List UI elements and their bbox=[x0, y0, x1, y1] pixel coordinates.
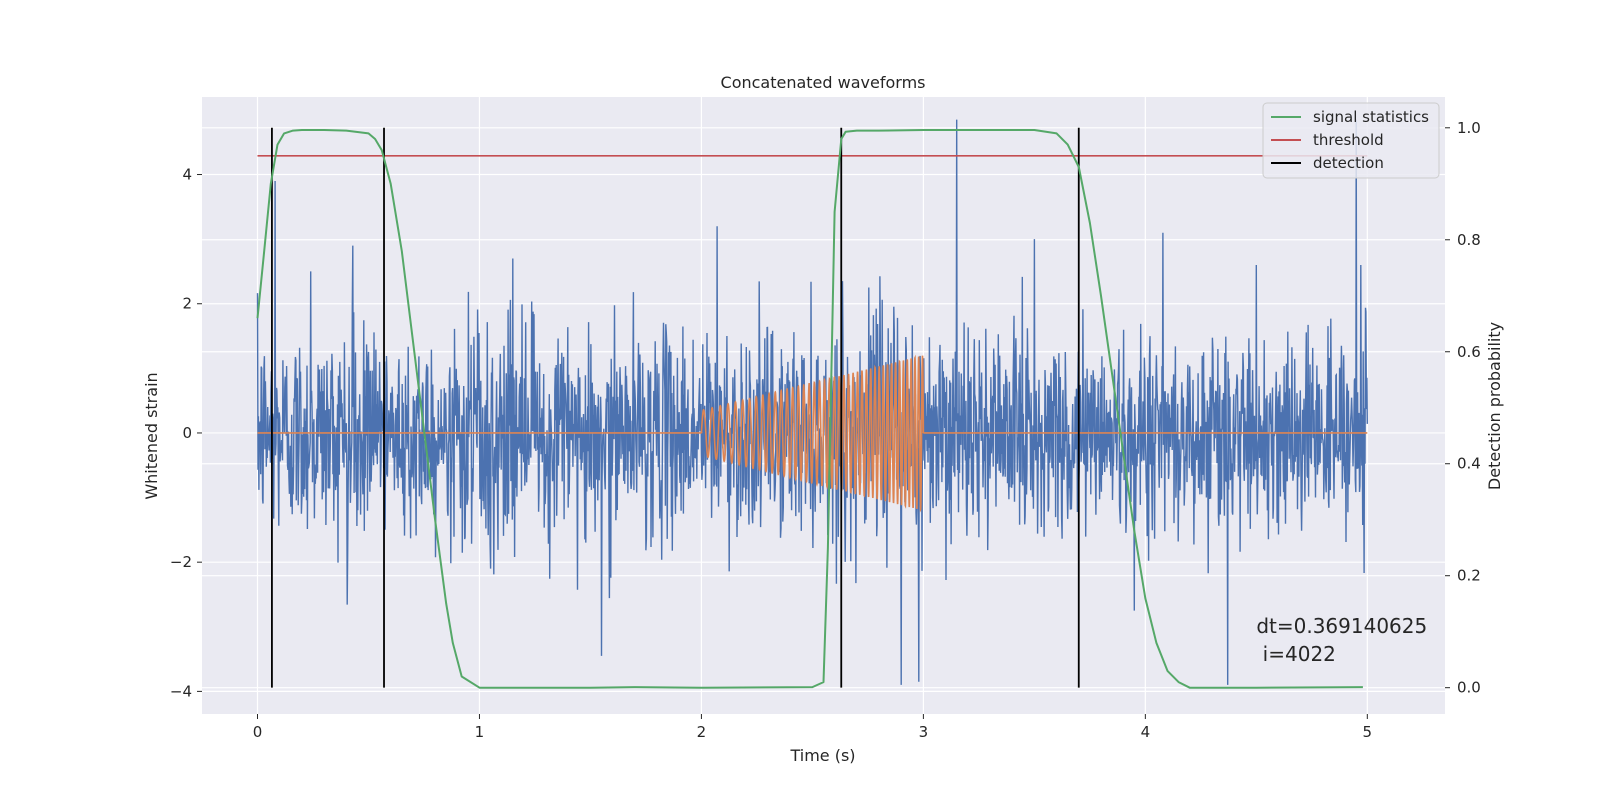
x-tick-label: 5 bbox=[1363, 723, 1373, 741]
y2-tick-label: 0.6 bbox=[1457, 343, 1481, 361]
y2-tick-label: 0.4 bbox=[1457, 455, 1481, 473]
series-chirp-signal bbox=[257, 354, 1368, 513]
annotation: dt=0.369140625 i=4022 bbox=[1256, 614, 1427, 666]
legend: signal statistics threshold detection bbox=[1262, 102, 1440, 179]
y-tick-label: 2 bbox=[182, 295, 192, 313]
legend-box bbox=[1262, 102, 1440, 179]
chart-title: Concatenated waveforms bbox=[721, 73, 926, 92]
x-tick-label: 1 bbox=[475, 723, 485, 741]
y2-tick-label: 0.8 bbox=[1457, 231, 1481, 249]
x-axis-label: Time (s) bbox=[789, 746, 855, 765]
y2-tick-label: 0.2 bbox=[1457, 567, 1481, 585]
legend-label-detection: detection bbox=[1313, 154, 1384, 172]
x-tick-label: 4 bbox=[1141, 723, 1151, 741]
y-axis-label: Whitened strain bbox=[142, 372, 161, 499]
plot-series bbox=[256, 119, 1369, 689]
x-tick-label: 0 bbox=[253, 723, 263, 741]
series-noise-strain bbox=[256, 119, 1369, 685]
annotation-i: i=4022 bbox=[1256, 642, 1336, 666]
y-tick-label: 0 bbox=[182, 424, 192, 442]
series-signal-statistics bbox=[256, 129, 1363, 689]
annotation-dt: dt=0.369140625 bbox=[1256, 614, 1427, 638]
y2-tick-label: 1.0 bbox=[1457, 119, 1481, 137]
y-tick-label: 4 bbox=[182, 166, 192, 184]
legend-label-signal-statistics: signal statistics bbox=[1313, 108, 1429, 126]
y2-axis-label: Detection probability bbox=[1485, 322, 1504, 490]
legend-label-threshold: threshold bbox=[1313, 131, 1384, 149]
y-tick-label: −4 bbox=[170, 682, 192, 700]
axis-ticks: 0 1 2 3 4 5 −4 −2 0 2 4 0.0 0.2 0.4 0.6 0.8 1.0 bbox=[170, 119, 1481, 741]
y2-tick-label: 0.0 bbox=[1457, 679, 1481, 697]
x-tick-label: 2 bbox=[697, 723, 707, 741]
x-tick-label: 3 bbox=[919, 723, 929, 741]
y-tick-label: −2 bbox=[170, 553, 192, 571]
